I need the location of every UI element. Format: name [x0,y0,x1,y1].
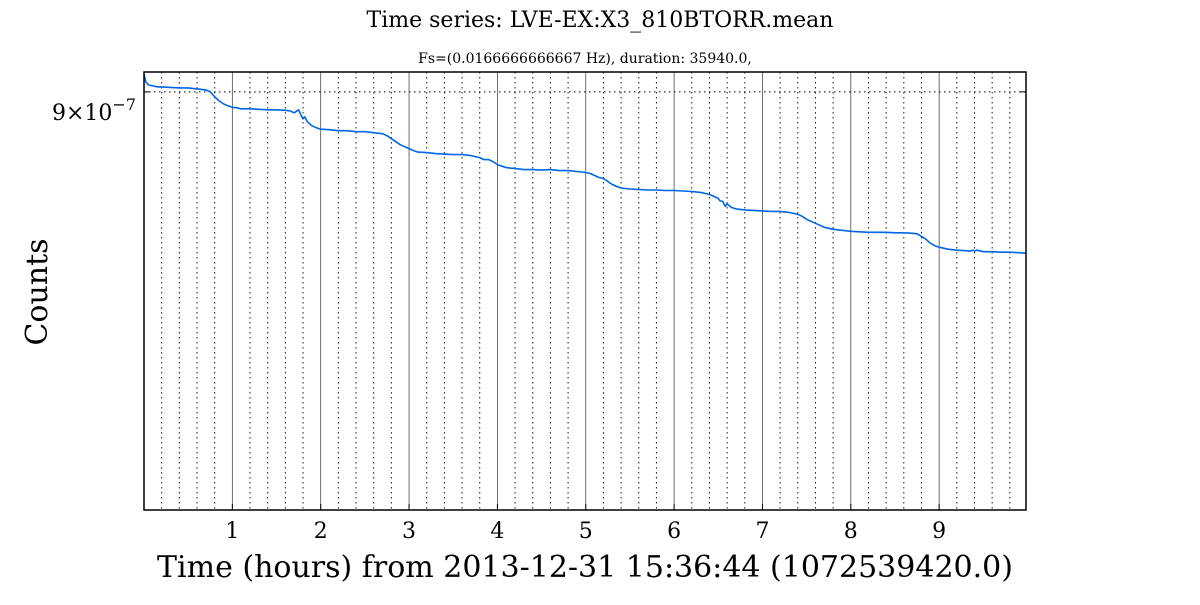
x-axis-ticks: 1 2 3 4 5 6 7 8 9 [144,91,1026,544]
x-tick-label: 5 [579,519,593,544]
y-tick-label-mantissa: 9×10 [52,101,112,126]
series-line-0 [143,73,1027,254]
x-tick-label: 2 [314,519,328,544]
x-tick-label: 7 [755,519,769,544]
x-tick-label: 8 [844,519,858,544]
plot-frame [143,71,1027,511]
y-tick-label-exponent: −7 [112,95,136,114]
x-axis-label: Time (hours) from 2013-12-31 15:36:44 (1… [157,550,1013,585]
y-tick-label: 9×10−7 [52,95,136,126]
x-tick-label: 1 [225,519,239,544]
chart-subtitle: Fs=(0.0166666666667 Hz), duration: 35940… [418,51,752,67]
y-axis-label: Counts [20,238,55,345]
x-tick-label: 6 [667,519,681,544]
series-layer [143,73,1027,254]
grid [144,72,1026,510]
x-tick-label: 3 [402,519,416,544]
x-tick-label: 9 [932,519,946,544]
x-tick-label: 4 [490,519,504,544]
chart-title: Time series: LVE-EX:X3_810BTORR.mean [367,8,834,33]
